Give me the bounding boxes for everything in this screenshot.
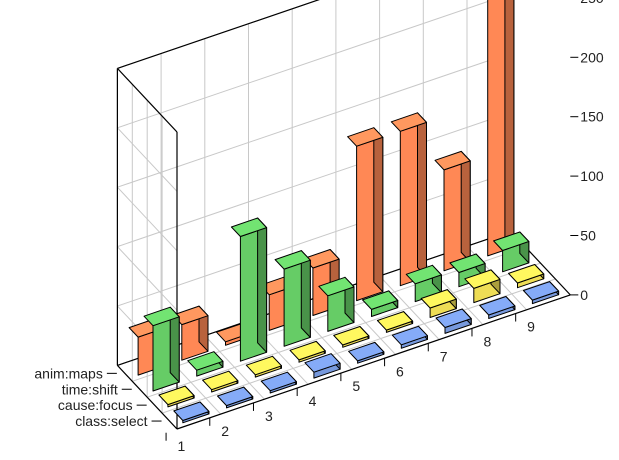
bar-side-face (257, 217, 268, 353)
bar-anim-maps-8 (434, 150, 471, 272)
bar-cause-focus-9 (508, 264, 545, 289)
bar-top-face (390, 112, 427, 132)
x-tick-label: 5 (352, 378, 360, 394)
bar-class-select-8 (479, 296, 516, 319)
chart-bars (128, 0, 560, 424)
x-tick-label: 6 (396, 363, 404, 379)
chart-labels: 0 50 100 150 200 250 1 2 3 4 5 6 7 8 9 class:selectcaus… (34, 0, 603, 454)
bar-top-face (289, 340, 326, 361)
bar-anim-maps-7 (390, 112, 427, 287)
z-tick-label: 0 (580, 287, 588, 303)
bar-anim-maps-9 (487, 0, 515, 257)
bar-top-face (435, 308, 472, 328)
bar-time-shift-8 (449, 253, 486, 288)
bar-top-face (333, 326, 370, 346)
bar-side-face (504, 0, 515, 248)
bar-top-face (230, 217, 268, 237)
bar-class-select-2 (217, 386, 254, 409)
bar-class-select-4 (304, 353, 341, 379)
series-label: cause:focus (58, 397, 133, 413)
bar-cause-focus-5 (333, 326, 370, 348)
bar-cause-focus-8 (464, 269, 501, 304)
bar-side-face (417, 112, 427, 278)
bar-top-face (434, 150, 471, 171)
bar-top-face (464, 269, 501, 289)
bar-time-shift-6 (362, 290, 399, 317)
bar-time-shift-2 (187, 351, 224, 377)
series-label: class:select (75, 413, 147, 429)
bar-top-face (522, 281, 560, 301)
x-tick-label: 9 (527, 319, 535, 335)
bar-anim-maps-2 (172, 305, 209, 361)
chart-frame-edge (117, 0, 320, 69)
x-tick-label: 1 (178, 438, 186, 454)
bar-top-face (318, 276, 355, 297)
bar-top-face (304, 353, 341, 373)
bar-anim-maps-6 (347, 127, 384, 302)
bar-top-face (187, 351, 224, 371)
bar-cause-focus-1 (158, 385, 195, 408)
series-label: anim:maps (34, 365, 102, 381)
z-tick-label: 100 (580, 168, 604, 184)
bar-top-face (217, 386, 254, 407)
z-tick-label: 200 (580, 49, 604, 65)
bar-cause-focus-6 (376, 311, 414, 333)
bar-top-face (245, 355, 282, 376)
x-tick-label: 7 (440, 348, 448, 364)
bar-class-select-5 (348, 341, 385, 364)
z-tick-label: 250 (580, 0, 604, 6)
back-wall-gridline (117, 0, 320, 69)
bar-top-face (347, 127, 384, 147)
bar-time-shift-4 (274, 250, 311, 347)
bar-class-select-6 (391, 325, 428, 349)
chart-frame-edge (176, 294, 571, 430)
bar-top-face (173, 401, 210, 421)
bar-cause-focus-2 (202, 370, 239, 393)
back-wall-gridline (117, 52, 511, 188)
bar-class-select-9 (522, 281, 560, 305)
floor-gridline (161, 278, 556, 414)
bar-time-shift-5 (318, 276, 355, 332)
bar-top-face (405, 264, 442, 285)
x-tick-label: 4 (309, 393, 317, 409)
bar-top-face (479, 296, 516, 316)
bar-side-face (300, 250, 311, 338)
bar-class-select-3 (260, 371, 297, 394)
x-tick-label: 3 (265, 408, 273, 424)
bar-top-face (348, 341, 385, 362)
bar-top-face (274, 250, 311, 270)
bar-time-shift-3 (230, 217, 268, 362)
bar-top-face (158, 385, 195, 406)
bar-cause-focus-7 (420, 289, 457, 318)
series-label: time:shift (62, 381, 118, 397)
back-wall-gridline (117, 112, 511, 248)
chart-frame-edge (116, 364, 178, 430)
bar-top-face (508, 264, 545, 284)
bar-top-face (449, 253, 486, 273)
chart-frame-edge (116, 67, 178, 133)
bar-top-face (362, 290, 399, 310)
bar-side-face (373, 127, 384, 293)
x-tick-label: 2 (221, 423, 229, 439)
z-tick-label: 50 (580, 228, 596, 244)
bar-cause-focus-3 (245, 355, 282, 378)
bar-class-select-7 (435, 308, 472, 334)
bar-top-face (493, 231, 530, 251)
bar-cause-focus-4 (289, 340, 326, 363)
bar-class-select-1 (173, 401, 210, 424)
bar-top-face (260, 371, 297, 392)
bar-top-face (420, 289, 457, 309)
x-tick-label: 8 (483, 333, 491, 349)
bar-top-face (376, 311, 414, 331)
bar-top-face (143, 306, 180, 327)
bar-side-face (460, 150, 471, 263)
bar-top-face (391, 325, 428, 346)
bar-time-shift-9 (493, 231, 530, 273)
bar-time-shift-1 (143, 306, 180, 392)
bar-top-face (202, 370, 239, 391)
z-tick-label: 150 (580, 109, 604, 125)
back-wall-gridline (117, 0, 494, 129)
